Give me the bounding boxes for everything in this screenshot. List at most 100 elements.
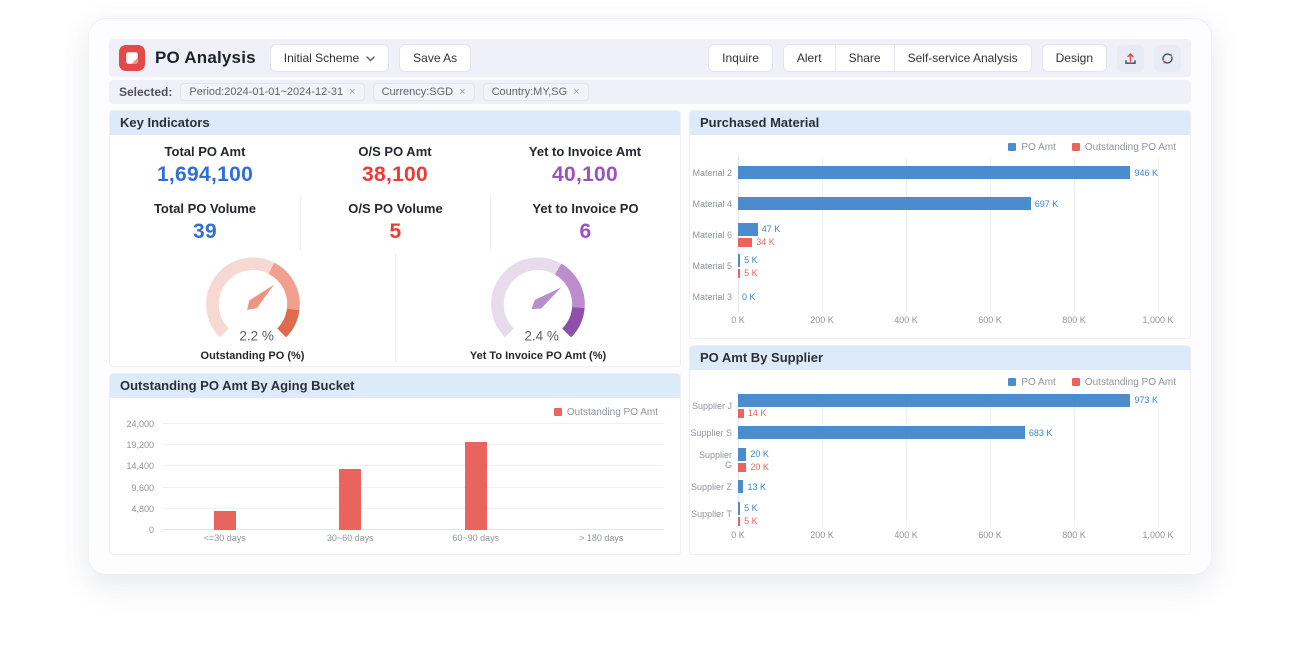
legend-item[interactable]: PO Amt	[1008, 377, 1056, 388]
upload-icon[interactable]	[1117, 44, 1144, 72]
y-axis: 0 4,800 9,600 14,400 19,200 24,000	[118, 419, 162, 535]
inquire-button[interactable]: Inquire	[708, 44, 773, 72]
metric-value: 40,100	[551, 163, 619, 186]
bar-rows: Supplier J 973 K 14 K Supplier S 683 K Suppli…	[690, 392, 1190, 527]
po-amt-bar[interactable]	[738, 166, 1131, 179]
po-amt-bar[interactable]	[738, 426, 1025, 439]
metric-value: 6	[579, 220, 592, 243]
x-tick-label: 800 K	[1062, 530, 1086, 540]
filter-chip-label: Country:MY,SG	[491, 86, 568, 98]
bar-row: Supplier J 973 K 14 K	[690, 392, 1190, 419]
gridline	[906, 157, 907, 312]
filter-chip[interactable]: Currency:SGD ×	[372, 83, 475, 101]
category-label: Supplier G	[698, 449, 732, 470]
x-tick-label: 600 K	[978, 315, 1002, 325]
bar-row: Material 5 5 K 5 K	[690, 250, 1190, 281]
po-amt-bar[interactable]	[738, 222, 758, 236]
y-tick-label: 9,600	[131, 482, 154, 493]
legend-swatch-icon	[1071, 378, 1080, 386]
x-axis: 0 K 200 K 400 K 600 K 800 K 1,000 K	[731, 314, 1173, 328]
bar-row: Material 3 0 K	[690, 281, 1190, 312]
svg-text:2.4 %: 2.4 %	[524, 328, 559, 343]
outstanding-amt-bar[interactable]	[738, 237, 753, 247]
y-tick-label: 14,400	[126, 461, 154, 472]
x-tick-label: <=30 days	[203, 533, 246, 543]
po-amt-bar[interactable]	[738, 197, 1031, 210]
metric-label: Total PO Volume	[153, 201, 257, 216]
po-amt-bar[interactable]	[738, 447, 747, 461]
chart-legend: Outstanding PO Amt	[118, 404, 672, 420]
selected-label: Selected:	[119, 85, 173, 99]
bar-value-label: 20 K	[750, 462, 769, 472]
purchased-material-title: Purchased Material	[690, 111, 1190, 135]
remove-chip-icon[interactable]: ×	[349, 86, 356, 98]
filter-chip[interactable]: Country:MY,SG ×	[482, 83, 589, 101]
metric-cell: O/S PO Amt 38,100	[300, 135, 490, 194]
remove-chip-icon[interactable]: ×	[459, 86, 466, 98]
category-label: Material 2	[692, 167, 732, 178]
metric-label: O/S PO Amt	[358, 144, 432, 159]
bar-value-label: 973 K	[1134, 395, 1158, 405]
gridline	[1074, 157, 1075, 312]
legend-item[interactable]: PO Amt	[1008, 142, 1056, 153]
bar-value-label: 5 K	[744, 516, 758, 526]
gridline	[822, 392, 823, 527]
design-button[interactable]: Design	[1041, 44, 1107, 72]
outstanding-amt-bar[interactable]	[738, 268, 741, 278]
aging-bucket-chart: Outstanding PO Amt 0 4,800 9,600 14,400 19,20…	[110, 398, 680, 546]
remove-chip-icon[interactable]: ×	[573, 86, 580, 98]
legend-item[interactable]: Outstanding PO Amt	[1071, 142, 1176, 153]
y-tick-label: 24,000	[126, 419, 154, 429]
po-amt-bar[interactable]	[738, 501, 741, 515]
aging-bucket-panel: Outstanding PO Amt By Aging Bucket Outst…	[109, 373, 681, 555]
filter-chip[interactable]: Period:2024-01-01~2024-12-31 ×	[180, 83, 365, 101]
metric-cell: Total PO Amt 1,694,100	[110, 135, 300, 194]
x-tick-label: 200 K	[810, 530, 834, 540]
refresh-icon[interactable]	[1154, 44, 1181, 72]
save-as-button[interactable]: Save As	[399, 44, 472, 72]
x-axis: 0 K 200 K 400 K 600 K 800 K 1,000 K	[731, 529, 1173, 543]
alert-button[interactable]: Alert	[784, 45, 836, 71]
key-indicators-title: Key Indicators	[110, 111, 680, 135]
po-amt-bar[interactable]	[738, 253, 741, 267]
legend-item[interactable]: Outstanding PO Amt	[553, 407, 658, 418]
gridline	[162, 486, 664, 488]
bar-row: Supplier T 5 K 5 K	[690, 500, 1190, 527]
x-tick-label: 400 K	[894, 315, 918, 325]
gridline	[162, 423, 664, 424]
po-amt-bar[interactable]	[738, 480, 744, 493]
bar-value-label: 47 K	[761, 224, 781, 234]
bar-value-label: 13 K	[747, 481, 766, 492]
filter-chip-label: Period:2024-01-01~2024-12-31	[189, 86, 344, 98]
outstanding-amt-bar[interactable]	[738, 516, 741, 526]
category-label: Material 3	[692, 291, 732, 302]
x-tick-label: 1,000 K	[1142, 315, 1174, 325]
chart-plot: 0 4,800 9,600 14,400 19,200 24,000	[118, 419, 672, 535]
bar-row: Material 2 946 K	[690, 157, 1190, 188]
outstanding-amt-bar[interactable]	[738, 462, 747, 472]
self-service-analysis-button[interactable]: Self-service Analysis	[907, 51, 1018, 65]
chart-legend: PO Amt Outstanding PO Amt	[690, 139, 1190, 155]
scheme-selector[interactable]: Initial Scheme	[269, 44, 390, 72]
po-amt-by-supplier-panel: PO Amt By Supplier PO Amt Outstanding PO …	[689, 345, 1191, 555]
bar-value-label: 5 K	[744, 503, 758, 513]
outstanding-amt-bar[interactable]	[464, 442, 487, 530]
share-button[interactable]: Share	[836, 45, 895, 71]
outstanding-amt-bar[interactable]	[213, 511, 236, 530]
legend-item[interactable]: Outstanding PO Amt	[1071, 377, 1176, 388]
gauge: 2.4 % Yet To Invoice PO Amt (%)	[395, 253, 680, 362]
gridline	[162, 465, 664, 467]
bar-row: Supplier Z 13 K	[690, 473, 1190, 500]
gauge: 2.2 % Outstanding PO (%)	[110, 253, 395, 362]
plot-area	[162, 423, 664, 530]
bar-rows: Material 2 946 K Material 4 697 K Material 6…	[690, 157, 1190, 312]
po-amt-bar[interactable]	[738, 393, 1131, 407]
outstanding-amt-bar[interactable]	[339, 468, 362, 530]
metrics-grid: Total PO Amt 1,694,100 O/S PO Amt 38,100 Yet…	[110, 135, 680, 251]
chart-plot: Supplier J 973 K 14 K Supplier S 683 K Suppli…	[690, 392, 1190, 527]
gridline	[990, 157, 991, 312]
category-label: Supplier T	[691, 508, 732, 519]
outstanding-amt-bar[interactable]	[738, 408, 744, 418]
bar-value-label: 5 K	[744, 255, 758, 265]
